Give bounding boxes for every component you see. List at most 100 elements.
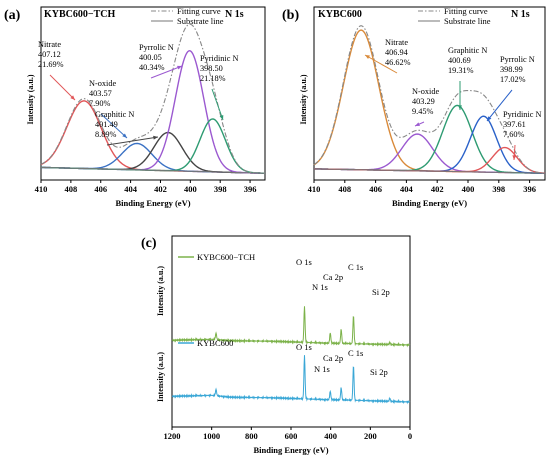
x-tick-label: 0 [408, 431, 412, 441]
legend-label-substrate: Substrate line [177, 16, 224, 26]
peak-curve-n-oxide [313, 133, 546, 174]
x-tick-label: 400 [184, 184, 197, 194]
substrate-line [313, 168, 546, 174]
survey-peak-label: C 1s [348, 262, 363, 272]
x-axis-label: Binding Energy (eV) [253, 445, 328, 455]
x-tick-label: 410 [35, 184, 48, 194]
peak-annotation-text: Nitrate [38, 40, 61, 49]
legend-label-fitting: Fitting curve [444, 6, 488, 16]
x-tick-label: 800 [245, 431, 258, 441]
y-axis-label: Intensity (a.u.) [299, 74, 308, 124]
x-axis-label: Binding Energy (eV) [115, 198, 190, 208]
peak-annotation-text: 8.89% [95, 130, 117, 139]
peak-annotation-text: 400.69 [448, 56, 471, 65]
peak-annotation-text: Pyridinic N [503, 110, 542, 119]
peak-annotation-arrow [106, 136, 159, 146]
peak-annotation-text: 401.49 [95, 120, 118, 129]
survey-peak-label: Ca 2p [323, 272, 343, 282]
panel-title: KYBC600−TCH [44, 9, 115, 20]
plot-frame [40, 6, 266, 181]
y-axis-label: Intensity (a.u.) [26, 74, 35, 124]
peak-annotation-text: 46.62% [385, 58, 411, 67]
peak-annotation-arrow [364, 54, 398, 74]
survey-peak-label: N 1s [312, 282, 328, 292]
x-tick-label: 1000 [203, 431, 220, 441]
peak-annotation-arrow [150, 65, 183, 79]
peak-annotation-text: 7.90% [89, 99, 111, 108]
panel-label: (b) [282, 8, 299, 23]
peak-annotation-arrow [211, 88, 224, 121]
peak-annotation-arrowhead [512, 155, 517, 160]
peak-annotation-text: 403.57 [89, 89, 112, 98]
peak-annotation-text: 397.61 [503, 120, 526, 129]
x-tick-label: 1200 [164, 431, 181, 441]
survey-peak-label: Ca 2p [323, 353, 343, 363]
x-tick-label: 600 [285, 431, 298, 441]
x-tick-label: 410 [308, 184, 321, 194]
peak-annotation-arrowhead [458, 105, 462, 110]
panel-label: (c) [141, 236, 157, 251]
panel-label: (a) [4, 8, 21, 23]
x-tick-label: 400 [462, 184, 475, 194]
peak-annotation-text: 398.50 [200, 64, 223, 73]
survey-peak-label: O 1s [296, 342, 312, 352]
substrate-line [40, 166, 266, 174]
legend-label: KYBC600−TCH [197, 252, 255, 262]
fitting-curve [313, 25, 546, 174]
peak-annotation-text: 407.12 [38, 50, 61, 59]
x-axis-label: Binding Energy (eV) [392, 198, 467, 208]
peak-annotation-arrow [49, 74, 76, 101]
peak-annotation-text: N-oxide [412, 87, 440, 96]
core-level-label: N 1s [225, 9, 244, 20]
legend-label-fitting: Fitting curve [177, 6, 221, 16]
peak-annotation-text: 400.05 [139, 53, 162, 62]
peak-annotation-text: Pyridinic N [200, 54, 239, 63]
x-tick-label: 400 [324, 431, 337, 441]
peak-annotation-text: Graphitic N [448, 46, 487, 55]
peak-annotation-text: 7.60% [503, 130, 525, 139]
x-tick-label: 396 [523, 184, 536, 194]
peak-annotation-text: Nitrate [385, 38, 408, 47]
core-level-label: N 1s [511, 9, 530, 20]
peak-annotation-arrowhead [365, 55, 370, 59]
peak-annotation-text: 17.02% [500, 75, 526, 84]
fitting-curve [40, 23, 266, 174]
survey-peak-label: N 1s [314, 364, 330, 374]
x-tick-label: 404 [124, 184, 138, 194]
x-tick-label: 408 [338, 184, 351, 194]
peak-annotation-arrowhead [487, 116, 492, 121]
y-axis-label: Intensity (a.u.) [156, 352, 165, 402]
peak-annotation-arrowhead [415, 122, 420, 126]
peak-annotation-arrowhead [219, 115, 224, 120]
peak-annotation-text: Pyrrolic N [139, 43, 174, 52]
plot-frame [313, 6, 546, 181]
legend-label-substrate: Substrate line [444, 16, 491, 26]
x-tick-label: 398 [214, 184, 227, 194]
peak-annotation-arrowhead [153, 135, 158, 140]
survey-peak-label: O 1s [296, 257, 312, 267]
xps-panel-a: 410 408 406 404 402 400 398 396 Binding Energy (… [4, 6, 266, 208]
peak-annotation-text: 9.45% [412, 107, 434, 116]
x-tick-label: 396 [244, 184, 257, 194]
survey-spectrum-kybc600-tch [171, 306, 411, 348]
peak-annotation-arrow [486, 89, 513, 122]
survey-peak-label: Si 2p [372, 287, 390, 297]
x-tick-label: 200 [364, 431, 377, 441]
x-tick-label: 406 [94, 184, 107, 194]
peak-annotation-text: 403.29 [412, 97, 435, 106]
peak-annotation-text: 21.69% [38, 60, 64, 69]
peak-annotation-text: 398.99 [500, 65, 523, 74]
x-tick-label: 402 [154, 184, 167, 194]
x-tick-label: 402 [431, 184, 444, 194]
survey-spectrum-kybc600 [171, 355, 411, 405]
xps-panel-b: 410 408 406 404 402 400 398 396 Binding Energy (… [282, 6, 546, 208]
survey-peak-label: C 1s [348, 348, 363, 358]
x-tick-label: 398 [492, 184, 505, 194]
peak-annotation-text: 40.34% [139, 63, 165, 72]
peak-curve-nitrate [40, 100, 266, 174]
x-tick-label: 408 [64, 184, 77, 194]
peak-annotation-text: Pyrrolic N [500, 55, 535, 64]
x-tick-label: 404 [400, 184, 414, 194]
